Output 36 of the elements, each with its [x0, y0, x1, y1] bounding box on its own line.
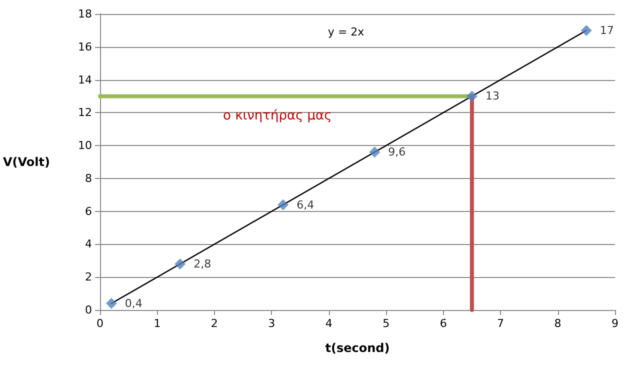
x-tick-label: 7 — [497, 317, 504, 330]
point — [278, 199, 289, 210]
x-tick-label: 0 — [96, 317, 104, 330]
y-tick-label: 2 — [84, 270, 92, 284]
y-tick-label: 4 — [84, 238, 92, 251]
x-tick-label: 2 — [210, 317, 218, 330]
point — [106, 298, 117, 309]
y-tick-label: 8 — [84, 172, 92, 185]
data-label: 6,4 — [296, 198, 314, 212]
x-tick-label: 9 — [612, 317, 618, 330]
data-label: 2,8 — [194, 257, 212, 270]
point — [580, 24, 592, 36]
y-tick-label: 10 — [78, 139, 92, 152]
x-tick-label: 8 — [554, 317, 562, 330]
y-tick-label: 14 — [78, 73, 92, 86]
x-tick-label: 4 — [325, 317, 332, 330]
annotation: ο κινητήρας μας — [222, 108, 332, 124]
point — [466, 90, 478, 102]
annotation: y = 2x — [328, 26, 365, 39]
y-tick-label: 6 — [84, 204, 92, 218]
x-tick-label: 3 — [268, 317, 276, 330]
point — [369, 146, 380, 158]
x-tick-label: 1 — [154, 317, 161, 330]
y-tick-label: 16 — [78, 40, 92, 54]
y-tick-label: 12 — [78, 106, 92, 120]
data-label: 0,4 — [124, 296, 142, 310]
x-axis-title: t(second) — [325, 341, 390, 355]
y-axis-title: V(Volt) — [2, 155, 50, 169]
y-tick-label: 0 — [84, 304, 92, 316]
x-tick-label: 6 — [440, 317, 447, 330]
data-label: 13 — [485, 90, 500, 103]
x-tick-label: 5 — [382, 317, 390, 330]
data-label: 17 — [600, 24, 614, 37]
y-tick-label: 18 — [78, 8, 92, 20]
data-label: 9,6 — [388, 146, 406, 159]
point — [174, 258, 186, 270]
